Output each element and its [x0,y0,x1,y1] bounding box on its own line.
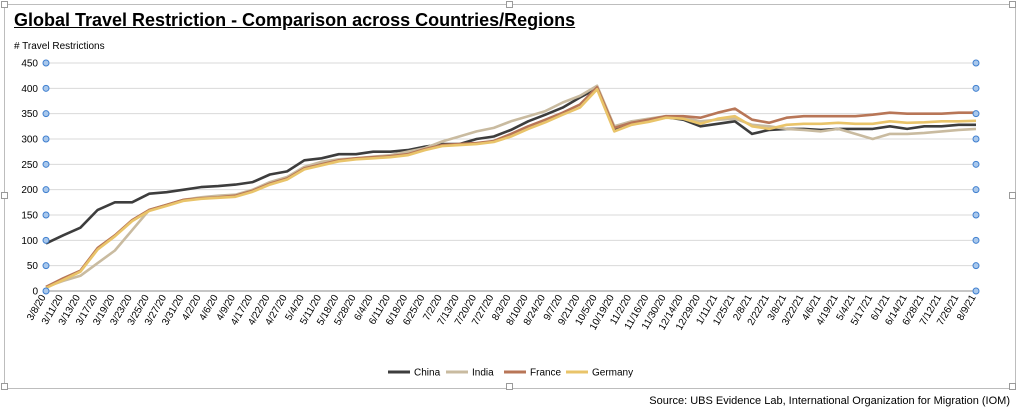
gridlines [46,62,976,267]
selection-markers [42,59,980,295]
x-axis-ticks: 3/8/203/11/203/13/203/17/203/19/203/23/2… [25,293,979,333]
axis-selection-marker [42,262,50,270]
series-lines [45,84,977,290]
axis-selection-marker [42,160,50,168]
y-tick-label: 400 [21,84,38,95]
resize-handle-mid-right[interactable] [1009,192,1016,199]
series-line-germany [45,88,977,290]
y-tick-label: 250 [21,160,38,171]
y-axis-label: # Travel Restrictions [14,41,105,52]
axis-selection-marker [972,211,980,219]
legend-label-france: France [530,368,562,379]
resize-handle-top-mid[interactable] [506,1,513,8]
y-tick-label: 50 [27,261,39,272]
axis-selection-marker [42,135,50,143]
chart-title: Global Travel Restriction - Comparison a… [14,10,576,30]
legend-label-india: India [472,368,494,379]
resize-handle-top-right[interactable] [1009,1,1016,8]
line-chart: 0 50 100 150 200 250 300 350 400 450 3/8/203/11/2… [21,59,980,379]
axis-selection-marker [42,211,50,219]
y-tick-label: 200 [21,185,38,196]
y-tick-label: 450 [21,59,38,70]
axis-selection-marker [42,110,50,118]
y-tick-label: 300 [21,135,38,146]
resize-handle-bottom-left[interactable] [1,383,8,390]
y-axis-ticks: 0 50 100 150 200 250 300 350 400 450 [21,59,38,298]
legend-label-germany: Germany [592,368,633,379]
axis-selection-marker [972,84,980,92]
axis-selection-marker [972,110,980,118]
axis-selection-marker [42,59,50,67]
source-note: Source: UBS Evidence Lab, International … [649,395,1010,407]
y-tick-label: 100 [21,236,38,247]
y-tick-label: 0 [32,287,38,298]
axis-selection-marker [972,186,980,194]
axis-selection-marker [972,59,980,67]
resize-handle-bottom-mid[interactable] [506,383,513,390]
axis-selection-marker [42,236,50,244]
axis-selection-marker [972,236,980,244]
axis-selection-marker [972,160,980,168]
resize-handle-bottom-right[interactable] [1009,383,1016,390]
legend-label-china: China [414,368,441,379]
axis-selection-marker [972,262,980,270]
axis-selection-marker [972,135,980,143]
resize-handle-mid-left[interactable] [1,192,8,199]
axis-selection-marker [972,287,980,295]
series-line-france [45,86,976,289]
y-tick-label: 150 [21,211,38,222]
axis-selection-marker [42,186,50,194]
series-line-china [45,87,976,245]
axis-selection-marker [42,84,50,92]
resize-handle-top-left[interactable] [1,1,8,8]
legend: China India France Germany [388,368,633,379]
y-tick-label: 350 [21,109,38,120]
axis-selection-marker [42,287,50,295]
